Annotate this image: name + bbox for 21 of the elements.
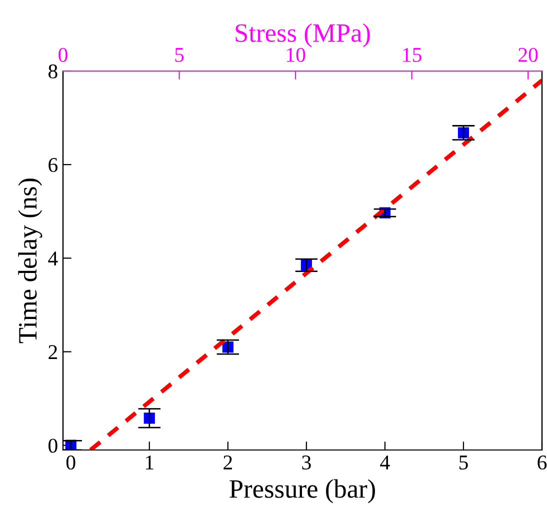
y-axis-title: Time delay (ns) [18,178,42,344]
y-tick-label: 4 [48,252,58,266]
x-tick-label: 2 [224,456,232,470]
y-tick-label: 0 [48,438,58,453]
x-axis-title: Pressure (bar) [230,479,375,504]
x-tick-label: 5 [459,456,468,470]
x-tick-label: 6 [538,456,547,470]
x2-axis-title: Stress (MPa) [236,23,370,48]
y-tick-label: 6 [48,158,58,172]
point [458,127,470,138]
y-tick-label: 2 [48,345,57,359]
x2-tick-label: 20 [518,48,538,62]
x2-tick-label: 0 [58,48,68,62]
x2-tick-label: 15 [403,48,422,62]
x-tick-label: 1 [146,456,154,470]
x-tick-label: 0 [66,455,76,470]
x2-tick-label: 10 [286,48,306,62]
y-tick-label: 8 [48,64,58,78]
x2-tick-label: 5 [175,48,184,62]
x-tick-label: 3 [302,456,311,470]
x-tick-label: 4 [380,456,390,470]
